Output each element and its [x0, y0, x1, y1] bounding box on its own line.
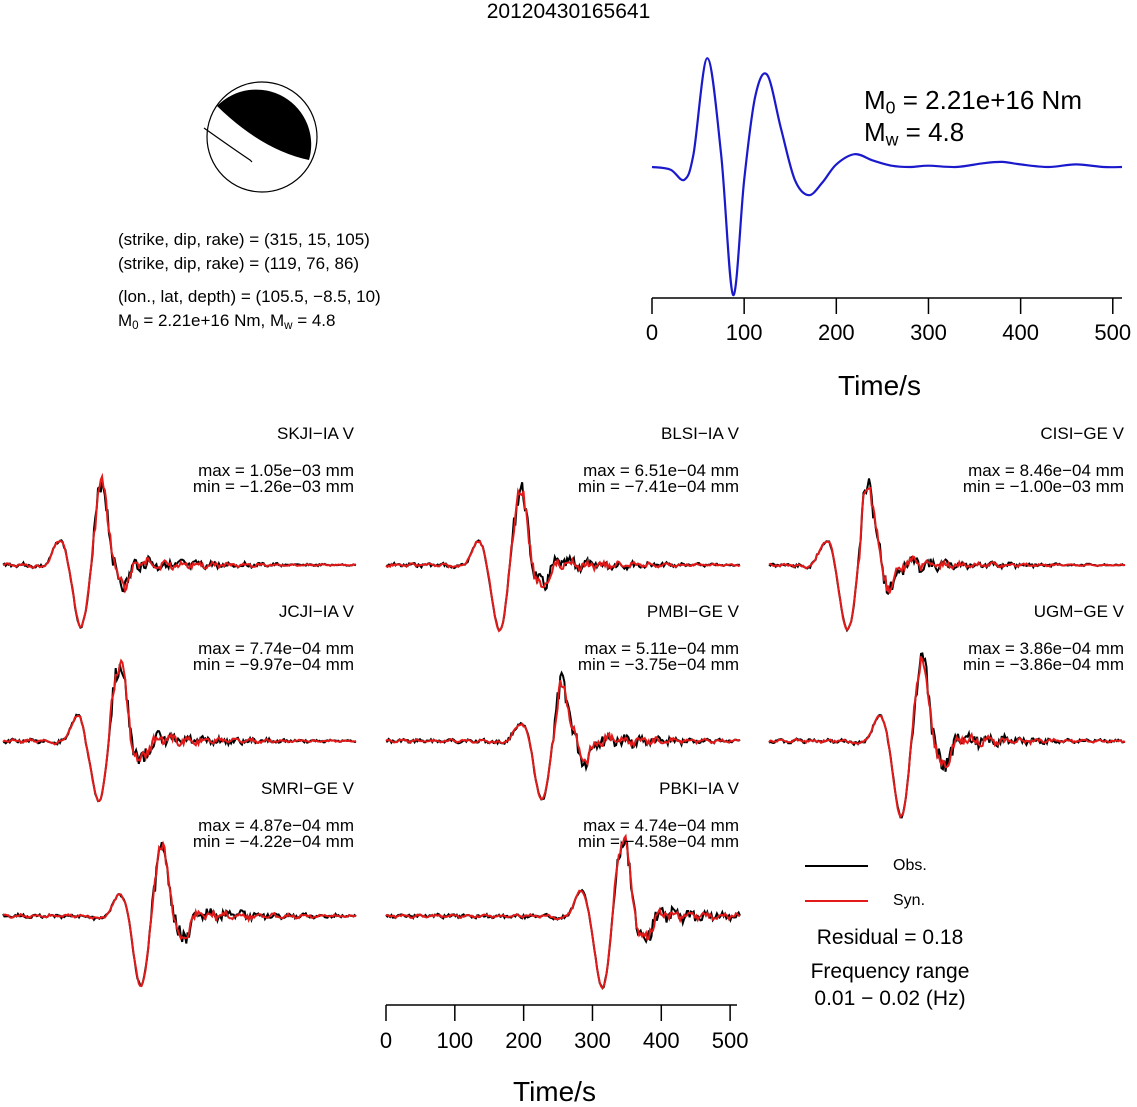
stf-tick-label: 300: [910, 320, 947, 345]
beach-ball: [203, 81, 318, 193]
station-min: min = −7.41e−04 mm: [577, 477, 739, 496]
stf-tick-label: 100: [725, 320, 763, 345]
station-name: UGM−GE V: [1033, 602, 1124, 621]
stf-curve: [651, 57, 1123, 297]
station-min: min = −1.26e−03 mm: [192, 477, 354, 496]
stf-tick-label: 400: [1002, 320, 1039, 345]
station-max: max = 4.87e−04 mm: [198, 816, 354, 835]
wave-xlabel: Time/s: [513, 1076, 596, 1107]
observed-trace: [768, 652, 1126, 819]
frequency-value: 0.01 − 0.02 (Hz): [814, 987, 966, 1010]
synthetic-trace: [768, 655, 1126, 819]
synthetic-trace: [2, 658, 357, 803]
legend-syn-label: Syn.: [893, 892, 926, 909]
synthetic-trace: [385, 833, 741, 990]
station-min: min = −4.22e−04 mm: [192, 832, 354, 851]
wave-tick-label: 400: [642, 1028, 680, 1053]
figure-title: 20120430165641: [486, 0, 651, 23]
synthetic-trace: [385, 679, 741, 801]
station-name: PMBI−GE V: [646, 602, 739, 621]
stf-magnitude-label: Mw = 4.8: [864, 117, 965, 150]
synthetic-trace: [2, 840, 357, 987]
stf-tick-label: 200: [817, 320, 855, 345]
wave-tick-label: 200: [505, 1028, 542, 1053]
station-max: max = 8.46e−04 mm: [968, 461, 1124, 480]
nodal-plane-2: (strike, dip, rake) = (119, 76, 86): [118, 254, 360, 273]
station-name: CISI−GE V: [1040, 424, 1124, 443]
stf-tick-label: 0: [645, 320, 659, 345]
station-min: min = −9.97e−04 mm: [192, 655, 354, 674]
wave-tick-label: 100: [436, 1028, 474, 1053]
legend-obs-label: Obs.: [893, 857, 927, 874]
station-name: PBKI−IA V: [659, 779, 739, 798]
stf-axis: [651, 297, 1122, 314]
waveform-panels: [2, 472, 1126, 990]
station-min: min = −4.58e−04 mm: [577, 832, 739, 851]
station-name: JCJI−IA V: [278, 602, 354, 621]
residual-label: Residual = 0.18: [816, 926, 964, 949]
wave-tick-label: 500: [711, 1028, 749, 1053]
station-min: min = −3.75e−04 mm: [577, 655, 739, 674]
stf-moment-label: M0 = 2.21e+16 Nm: [864, 85, 1082, 118]
stf-tick-label: 500: [1094, 320, 1132, 345]
station-name: SMRI−GE V: [260, 779, 354, 798]
synthetic-trace: [2, 472, 357, 629]
station-max: max = 3.86e−04 mm: [968, 639, 1124, 658]
station-max: max = 5.11e−04 mm: [584, 639, 739, 658]
station-max: max = 4.74e−04 mm: [583, 816, 739, 835]
wave-tick-label: 300: [574, 1028, 611, 1053]
station-max: max = 7.74e−04 mm: [198, 639, 354, 658]
station-name: BLSI−IA V: [661, 424, 739, 443]
station-max: max = 6.51e−04 mm: [583, 461, 739, 480]
observed-trace: [2, 841, 357, 988]
frequency-title: Frequency range: [810, 960, 970, 983]
stf-xlabel: Time/s: [838, 370, 921, 401]
hypocenter-location: (lon., lat, depth) = (105.5, −8.5, 10): [118, 287, 381, 306]
station-max: max = 1.05e−03 mm: [198, 461, 354, 480]
waveform-axis: [385, 1004, 737, 1021]
moment-magnitude-line: M0 = 2.21e+16 Nm, Mw = 4.8: [118, 311, 336, 332]
station-min: min = −1.00e−03 mm: [962, 477, 1124, 496]
station-name: SKJI−IA V: [276, 424, 354, 443]
wave-tick-label: 0: [379, 1028, 393, 1053]
synthetic-trace: [385, 487, 741, 633]
synthetic-trace: [768, 486, 1126, 632]
station-min: min = −3.86e−04 mm: [962, 655, 1124, 674]
nodal-plane-1: (strike, dip, rake) = (315, 15, 105): [118, 230, 370, 249]
